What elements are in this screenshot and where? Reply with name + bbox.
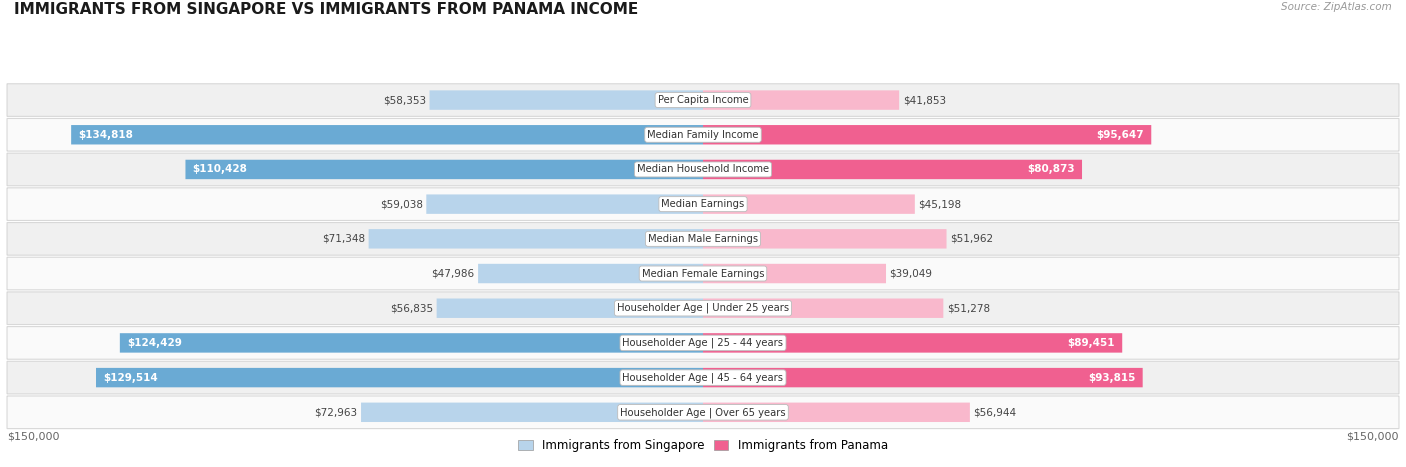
FancyBboxPatch shape: [120, 333, 703, 353]
FancyBboxPatch shape: [437, 298, 703, 318]
FancyBboxPatch shape: [7, 292, 1399, 325]
FancyBboxPatch shape: [703, 368, 1143, 387]
Text: Median Family Income: Median Family Income: [647, 130, 759, 140]
Text: IMMIGRANTS FROM SINGAPORE VS IMMIGRANTS FROM PANAMA INCOME: IMMIGRANTS FROM SINGAPORE VS IMMIGRANTS …: [14, 2, 638, 17]
FancyBboxPatch shape: [703, 90, 900, 110]
FancyBboxPatch shape: [703, 160, 1083, 179]
FancyBboxPatch shape: [703, 194, 915, 214]
Text: Median Female Earnings: Median Female Earnings: [641, 269, 765, 278]
FancyBboxPatch shape: [186, 160, 703, 179]
FancyBboxPatch shape: [7, 326, 1399, 359]
Text: Median Earnings: Median Earnings: [661, 199, 745, 209]
Text: $80,873: $80,873: [1028, 164, 1076, 175]
Text: $95,647: $95,647: [1097, 130, 1144, 140]
Text: $129,514: $129,514: [103, 373, 157, 382]
Text: Per Capita Income: Per Capita Income: [658, 95, 748, 105]
FancyBboxPatch shape: [7, 396, 1399, 429]
Text: $150,000: $150,000: [7, 432, 59, 441]
FancyBboxPatch shape: [7, 84, 1399, 116]
FancyBboxPatch shape: [429, 90, 703, 110]
FancyBboxPatch shape: [703, 125, 1152, 144]
Text: Median Male Earnings: Median Male Earnings: [648, 234, 758, 244]
FancyBboxPatch shape: [7, 188, 1399, 220]
FancyBboxPatch shape: [703, 298, 943, 318]
FancyBboxPatch shape: [361, 403, 703, 422]
Text: $45,198: $45,198: [918, 199, 962, 209]
Text: $51,278: $51,278: [946, 303, 990, 313]
FancyBboxPatch shape: [7, 119, 1399, 151]
Text: $71,348: $71,348: [322, 234, 366, 244]
Text: $59,038: $59,038: [380, 199, 423, 209]
Text: $47,986: $47,986: [432, 269, 475, 278]
FancyBboxPatch shape: [96, 368, 703, 387]
Text: $39,049: $39,049: [890, 269, 932, 278]
FancyBboxPatch shape: [368, 229, 703, 248]
Text: $72,963: $72,963: [315, 407, 357, 417]
Text: Householder Age | 45 - 64 years: Householder Age | 45 - 64 years: [623, 372, 783, 383]
FancyBboxPatch shape: [703, 229, 946, 248]
Text: $58,353: $58,353: [382, 95, 426, 105]
Text: $150,000: $150,000: [1347, 432, 1399, 441]
Text: $110,428: $110,428: [193, 164, 247, 175]
Text: $89,451: $89,451: [1067, 338, 1115, 348]
FancyBboxPatch shape: [703, 333, 1122, 353]
FancyBboxPatch shape: [7, 153, 1399, 186]
Text: $93,815: $93,815: [1088, 373, 1136, 382]
FancyBboxPatch shape: [426, 194, 703, 214]
FancyBboxPatch shape: [7, 361, 1399, 394]
FancyBboxPatch shape: [7, 223, 1399, 255]
Text: $56,944: $56,944: [973, 407, 1017, 417]
Text: Householder Age | Over 65 years: Householder Age | Over 65 years: [620, 407, 786, 417]
Legend: Immigrants from Singapore, Immigrants from Panama: Immigrants from Singapore, Immigrants fr…: [513, 434, 893, 456]
FancyBboxPatch shape: [703, 264, 886, 283]
Text: Householder Age | Under 25 years: Householder Age | Under 25 years: [617, 303, 789, 313]
Text: Median Household Income: Median Household Income: [637, 164, 769, 175]
FancyBboxPatch shape: [478, 264, 703, 283]
Text: Householder Age | 25 - 44 years: Householder Age | 25 - 44 years: [623, 338, 783, 348]
FancyBboxPatch shape: [703, 403, 970, 422]
Text: $124,429: $124,429: [127, 338, 181, 348]
FancyBboxPatch shape: [72, 125, 703, 144]
Text: $51,962: $51,962: [950, 234, 993, 244]
Text: Source: ZipAtlas.com: Source: ZipAtlas.com: [1281, 2, 1392, 12]
Text: $41,853: $41,853: [903, 95, 946, 105]
FancyBboxPatch shape: [7, 257, 1399, 290]
Text: $56,835: $56,835: [389, 303, 433, 313]
Text: $134,818: $134,818: [79, 130, 134, 140]
